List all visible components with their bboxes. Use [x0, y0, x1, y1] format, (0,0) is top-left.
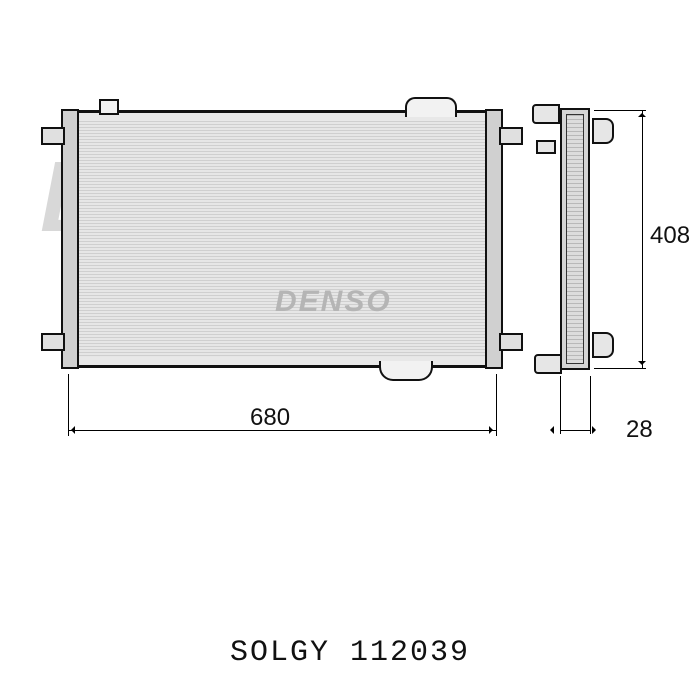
radiator-side-core — [566, 114, 584, 364]
radiator-side-view — [560, 108, 590, 370]
dim-extension — [560, 376, 561, 434]
side-port — [592, 332, 614, 358]
inlet-hose — [405, 97, 457, 117]
side-port — [532, 104, 560, 124]
dim-height-label: 408 — [650, 222, 690, 250]
mount-tab — [499, 127, 523, 145]
radiator-tank-right — [485, 109, 503, 369]
radiator-fins — [79, 121, 485, 357]
part-number: 112039 — [350, 636, 470, 670]
radiator-cap — [99, 99, 119, 115]
outlet-hose — [379, 361, 433, 381]
product-footer: SOLGY 112039 — [0, 636, 700, 670]
dim-arrow — [592, 426, 600, 434]
radiator-front-view — [68, 110, 496, 368]
mount-tab — [41, 333, 65, 351]
side-port — [536, 140, 556, 154]
radiator-tank-left — [61, 109, 79, 369]
dim-width-label: 680 — [250, 404, 290, 432]
dim-height-line — [642, 110, 643, 368]
dim-depth-label: 28 — [626, 416, 653, 444]
mount-tab — [499, 333, 523, 351]
dim-arrow — [546, 426, 554, 434]
side-port — [534, 354, 562, 374]
mount-tab — [41, 127, 65, 145]
dim-extension — [590, 376, 591, 434]
side-port — [592, 118, 614, 144]
dim-depth-line — [560, 430, 590, 431]
diagram-canvas: DENSO DENSO 680 408 28 — [0, 0, 700, 700]
dim-depth-group: 28 — [540, 420, 670, 450]
brand-label: SOLGY — [230, 636, 330, 670]
